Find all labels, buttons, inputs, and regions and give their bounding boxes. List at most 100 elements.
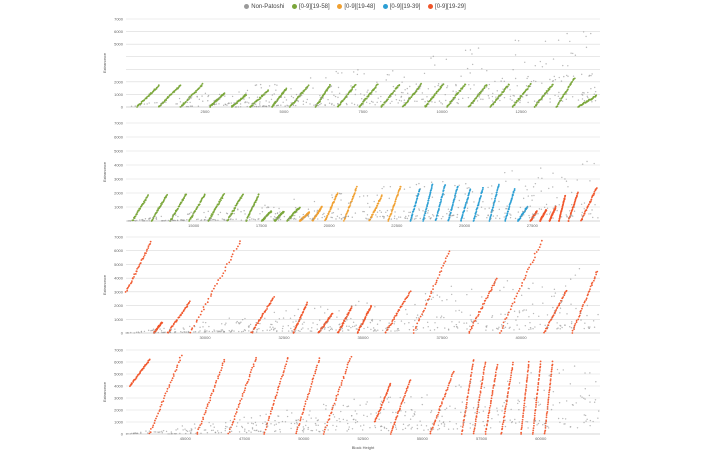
data-point [142,257,145,260]
data-point [330,315,332,318]
data-point [276,212,279,215]
data-point [464,203,467,206]
series-band--0-9-19-29- [263,356,289,435]
data-point [347,202,350,204]
series-band--0-9-19-58- [577,94,598,108]
data-point [349,357,351,360]
data-point [220,199,222,201]
data-point [309,103,311,105]
data-point [335,397,338,400]
data-point [557,417,560,420]
data-point [582,303,585,306]
data-point [471,367,474,369]
data-point [221,323,223,325]
data-point [396,412,399,415]
data-point [585,35,587,38]
data-point [210,394,212,397]
y-tick-label: 2000 [114,408,124,413]
data-point [370,93,373,96]
data-point [264,317,266,320]
data-point [546,213,548,216]
data-point [249,371,252,374]
data-point [354,93,356,96]
data-point [224,95,226,97]
data-point [425,425,428,427]
data-point [511,99,513,102]
data-point [445,407,448,409]
data-point [568,217,570,219]
series-band-non-patoshi [126,324,596,334]
data-point [439,203,441,206]
data-point [529,82,532,85]
data-point [511,368,514,371]
data-point [544,429,547,432]
data-point [337,96,339,99]
data-point [161,220,164,222]
data-point [203,413,206,416]
data-point [168,331,171,333]
data-point [395,411,397,414]
data-point [299,418,302,420]
data-point [190,430,193,432]
data-point [465,322,468,324]
data-point [502,419,505,422]
data-point [257,430,260,433]
data-point [472,430,475,433]
data-point [271,323,273,326]
data-point [167,433,169,435]
data-point [496,366,498,368]
data-point [506,322,509,325]
x-tick-label: 17500 [256,223,268,228]
data-point [277,219,280,221]
data-point [286,409,288,412]
data-point [179,432,181,435]
data-point [408,322,410,324]
data-point [539,60,542,63]
data-point [256,328,258,330]
data-point [350,85,352,87]
data-point [440,86,443,89]
data-point [591,101,593,103]
data-point [197,218,199,220]
data-point [166,193,169,196]
data-point [440,102,442,104]
data-point [175,429,177,431]
data-point [558,219,561,222]
data-point [415,83,417,85]
data-point [556,306,559,309]
series-band--0-9-19-29- [412,250,451,334]
data-point [556,105,559,107]
data-point [402,428,404,431]
data-point [526,77,528,80]
series-band--0-9-19-29- [571,270,599,334]
data-point [290,95,293,98]
data-point [355,324,357,326]
data-point [525,85,528,87]
data-point [427,88,430,90]
data-point [354,189,357,191]
data-point [292,96,295,99]
data-point [494,374,497,376]
data-point [491,208,494,211]
data-point [542,424,544,426]
data-point [547,400,550,402]
data-point [255,356,257,359]
x-tick-label: 5000 [280,109,290,114]
data-point [554,94,556,97]
data-point [323,212,325,215]
data-point [195,432,197,435]
data-point [430,411,432,414]
data-point [511,196,514,198]
data-point [540,190,542,192]
data-point [147,329,150,332]
data-point [453,325,455,328]
data-point [339,420,341,423]
data-point [585,209,588,211]
data-point [310,383,313,385]
data-point [230,255,233,258]
data-point [403,188,406,190]
data-point [481,382,484,384]
data-point [268,415,271,418]
data-point [446,85,449,87]
data-point [405,308,407,311]
